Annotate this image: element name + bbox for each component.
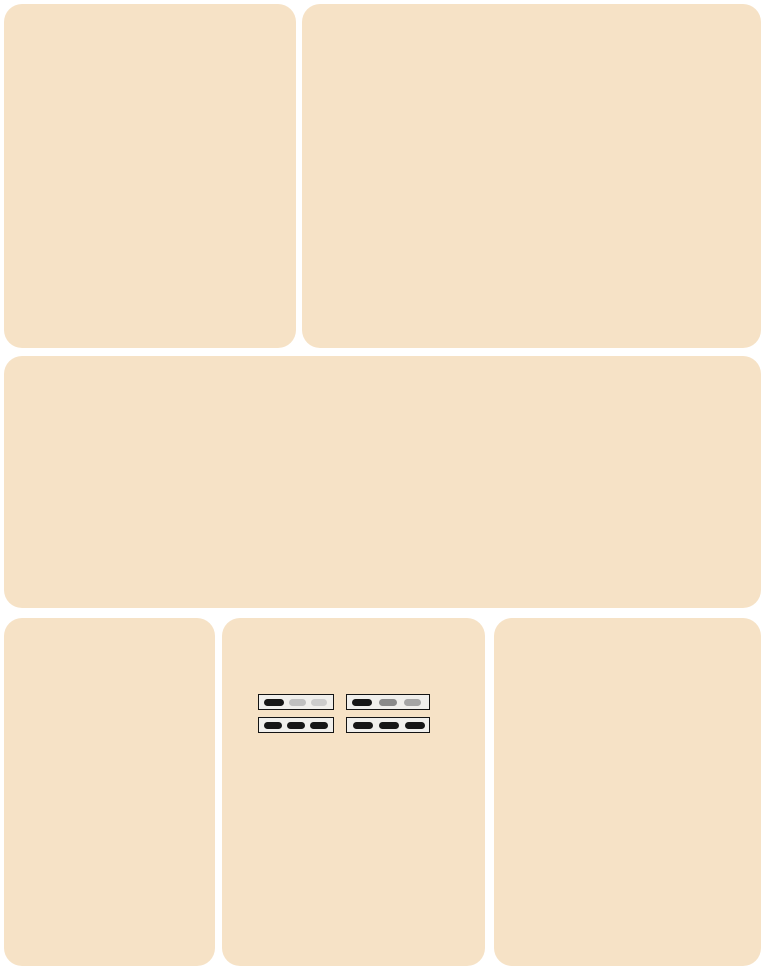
- kidney-illustration: [14, 28, 127, 190]
- transwell-image: [348, 773, 398, 819]
- estimate-boxplot: [614, 88, 732, 182]
- colony-plate: [293, 773, 349, 829]
- consensus-matrix-heatmap: [320, 64, 440, 182]
- panel-heterogeneity: [4, 618, 215, 966]
- immune-violin-plot: [588, 392, 688, 480]
- tls-genes-boxplot: [20, 226, 278, 310]
- blot-band: [405, 721, 425, 729]
- western-blot-strip: [346, 717, 430, 733]
- cohort-databases-box: [155, 50, 255, 182]
- blot-band: [287, 721, 305, 729]
- wound-healing-image: [419, 858, 471, 898]
- roc-curve: [138, 524, 236, 604]
- panel-consensus-clinico: [302, 4, 761, 348]
- cck8-line-chart: [226, 850, 352, 932]
- cooccurrence-line-chart: [632, 844, 728, 942]
- blot-band: [264, 698, 284, 706]
- panel-cohort: [4, 4, 296, 348]
- western-blot-strip: [258, 717, 334, 733]
- clinical-stacked-bars: [472, 506, 536, 590]
- blot-band: [379, 721, 399, 729]
- ihc-score-bar-chart: [22, 854, 197, 954]
- blot-band: [264, 721, 282, 729]
- cibersort-boxplot: [605, 234, 737, 308]
- blot-band: [379, 698, 397, 706]
- hotspot-heatmap: [515, 846, 609, 942]
- panel-signature: [4, 356, 761, 608]
- wound-healing-image: [419, 902, 471, 942]
- blot-band: [289, 698, 306, 706]
- survival-km-plot: [452, 390, 552, 464]
- blot-band: [311, 698, 327, 706]
- spatial-omics-image: [638, 710, 738, 810]
- panel-invitro: [222, 618, 485, 966]
- tsne-plot: [522, 714, 612, 810]
- blot-band: [352, 698, 372, 706]
- km-analysis-plot: [472, 88, 580, 180]
- western-blot-strip: [258, 694, 334, 710]
- lasso-coefficient-paths: [200, 412, 292, 502]
- gsva-heatmap: [480, 220, 572, 326]
- blot-band: [404, 698, 421, 706]
- ihc-mif-stack: [18, 688, 200, 808]
- transwell-image: [403, 773, 455, 819]
- gene-clusters-scatter: [318, 216, 450, 320]
- colony-plate: [233, 773, 289, 829]
- panel-maturation: [494, 618, 761, 966]
- wound-healing-image: [362, 902, 414, 942]
- wound-healing-image: [362, 858, 414, 898]
- arrow-right-icon: [328, 478, 454, 508]
- lasso-cv-plot: [108, 412, 196, 502]
- blot-band: [353, 721, 373, 729]
- blot-band: [310, 721, 328, 729]
- western-blot-strip: [346, 694, 430, 710]
- validation-km-plot: [584, 504, 686, 578]
